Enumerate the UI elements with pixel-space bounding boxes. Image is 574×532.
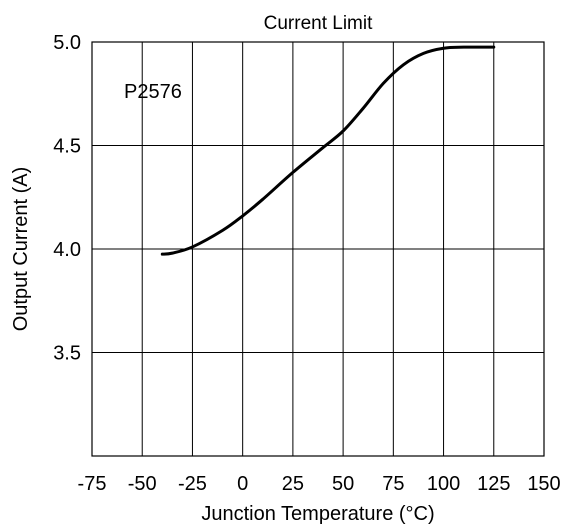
y-axis-label: Output Current (A) [10, 167, 32, 332]
series-line-0 [160, 45, 496, 256]
x-tick-label-9: 150 [527, 473, 560, 495]
annotation-label: P2576 [124, 81, 182, 103]
plot-frame [91, 41, 545, 457]
x-tick-label-0: -75 [78, 473, 107, 495]
x-tick-label-1: -50 [128, 473, 157, 495]
tick-labels: -75 -50 -25 0 25 50 75 100 125 150 3.5 4.0 4.5 5.0 [53, 32, 561, 495]
x-tick-label-5: 50 [332, 473, 354, 495]
y-tick-label-3: 5.0 [53, 32, 81, 54]
x-tick-label-3: 0 [237, 473, 248, 495]
x-tick-label-8: 125 [477, 473, 510, 495]
y-tick-label-1: 4.0 [53, 239, 81, 261]
chart-title: Current Limit [264, 13, 373, 34]
x-tick-label-6: 75 [382, 473, 404, 495]
y-tick-label-2: 4.5 [53, 136, 81, 158]
grid [92, 42, 544, 456]
x-tick-label-2: -25 [178, 473, 207, 495]
x-axis-label: Junction Temperature (°C) [201, 503, 434, 525]
x-tick-label-7: 100 [427, 473, 460, 495]
series-layer [160, 45, 496, 256]
x-tick-label-4: 25 [282, 473, 304, 495]
y-tick-label-0: 3.5 [53, 343, 81, 365]
